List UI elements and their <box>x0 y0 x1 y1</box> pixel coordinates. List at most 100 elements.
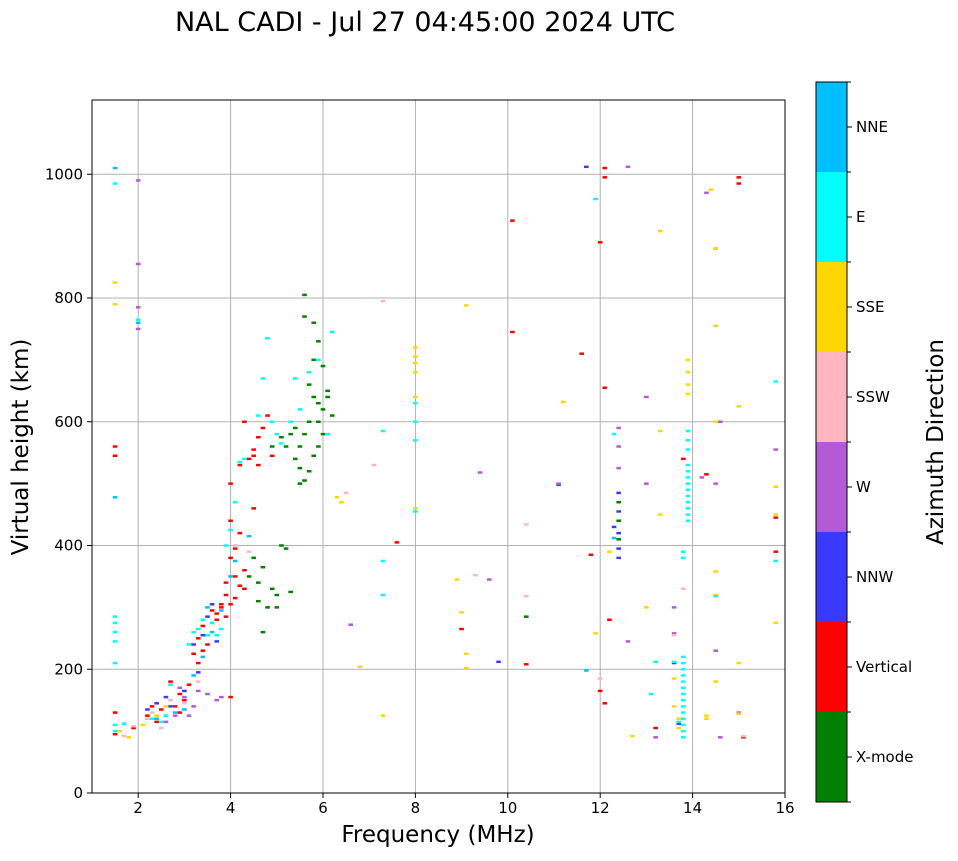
data-point <box>269 454 275 458</box>
data-point <box>718 736 723 739</box>
data-point <box>625 640 631 643</box>
data-point <box>311 358 317 362</box>
x-axis-ticks: 2 4 6 8 10 12 14 16 <box>133 793 795 817</box>
data-point <box>348 623 354 626</box>
data-point <box>288 420 293 423</box>
data-point <box>172 705 178 708</box>
data-point <box>205 615 210 618</box>
data-point <box>685 358 691 362</box>
data-point <box>256 414 261 417</box>
data-point <box>357 665 363 669</box>
data-point <box>685 488 691 492</box>
data-point <box>510 219 515 222</box>
data-point <box>149 711 155 714</box>
x-tick-label: 8 <box>411 799 421 817</box>
series-e <box>112 182 779 739</box>
colorbar-segment-sse <box>816 262 847 352</box>
data-point <box>699 476 705 479</box>
data-point <box>297 445 303 448</box>
data-point <box>195 671 201 674</box>
x-tick-label: 16 <box>775 799 794 817</box>
data-point <box>256 581 261 584</box>
data-point <box>671 660 677 664</box>
data-point <box>219 695 224 699</box>
data-point <box>135 327 141 331</box>
data-point <box>209 603 215 606</box>
data-point <box>228 556 233 560</box>
data-point <box>131 726 136 730</box>
data-point <box>214 612 220 615</box>
data-point <box>343 491 349 495</box>
data-point <box>773 516 779 519</box>
data-point <box>413 510 418 513</box>
data-point <box>191 674 196 677</box>
data-point <box>292 377 298 380</box>
data-point <box>242 587 247 591</box>
series-nne <box>112 166 617 720</box>
data-point <box>122 734 127 738</box>
data-point <box>232 547 238 550</box>
chart-title: NAL CADI - Jul 27 04:45:00 2024 UTC <box>175 7 675 38</box>
data-point <box>256 435 261 439</box>
data-point <box>163 705 169 708</box>
data-point <box>473 573 478 577</box>
data-point <box>463 652 469 656</box>
data-point <box>288 432 293 436</box>
data-point <box>302 432 307 436</box>
data-point <box>316 445 321 448</box>
data-point <box>200 655 206 659</box>
data-point <box>523 663 529 666</box>
data-point <box>246 575 252 578</box>
data-point <box>292 426 298 430</box>
series-sse <box>112 188 779 739</box>
data-point <box>200 624 206 628</box>
data-point <box>232 596 238 600</box>
data-point <box>140 723 146 727</box>
data-point <box>154 717 159 720</box>
data-point <box>306 470 312 473</box>
data-point <box>288 590 293 594</box>
data-point <box>186 714 192 717</box>
data-point <box>205 692 210 696</box>
data-point <box>510 330 515 334</box>
data-point <box>685 470 691 473</box>
data-point <box>251 507 257 510</box>
data-point <box>588 553 594 557</box>
x-tick-label: 10 <box>498 799 517 817</box>
data-point <box>237 463 243 467</box>
data-point <box>135 318 141 321</box>
colorbar-segment-ssw <box>816 352 847 442</box>
data-point <box>616 531 621 535</box>
data-point <box>477 471 483 474</box>
data-point <box>274 606 280 609</box>
data-point <box>616 491 621 495</box>
data-point <box>329 330 335 334</box>
data-point <box>681 736 686 739</box>
data-point <box>413 420 418 423</box>
data-point <box>704 191 709 195</box>
data-point <box>168 698 173 702</box>
data-point <box>325 395 330 399</box>
x-tick-label: 2 <box>133 799 143 817</box>
data-point <box>316 358 321 362</box>
data-point <box>223 615 229 618</box>
data-point <box>260 426 266 430</box>
x-axis-label: Frequency (MHz) <box>341 822 534 848</box>
data-point <box>237 584 243 587</box>
data-point <box>251 454 257 458</box>
data-point <box>131 724 136 728</box>
data-point <box>339 500 344 504</box>
data-point <box>736 176 742 179</box>
data-point <box>602 702 608 705</box>
data-point <box>177 692 183 696</box>
data-point <box>773 485 779 488</box>
data-point <box>214 618 220 621</box>
data-point <box>685 439 691 442</box>
data-point <box>297 408 303 411</box>
data-point <box>112 166 118 170</box>
data-point <box>302 315 307 318</box>
data-point <box>283 445 289 448</box>
data-point <box>657 229 663 233</box>
data-point <box>168 705 173 708</box>
data-point <box>681 717 686 720</box>
